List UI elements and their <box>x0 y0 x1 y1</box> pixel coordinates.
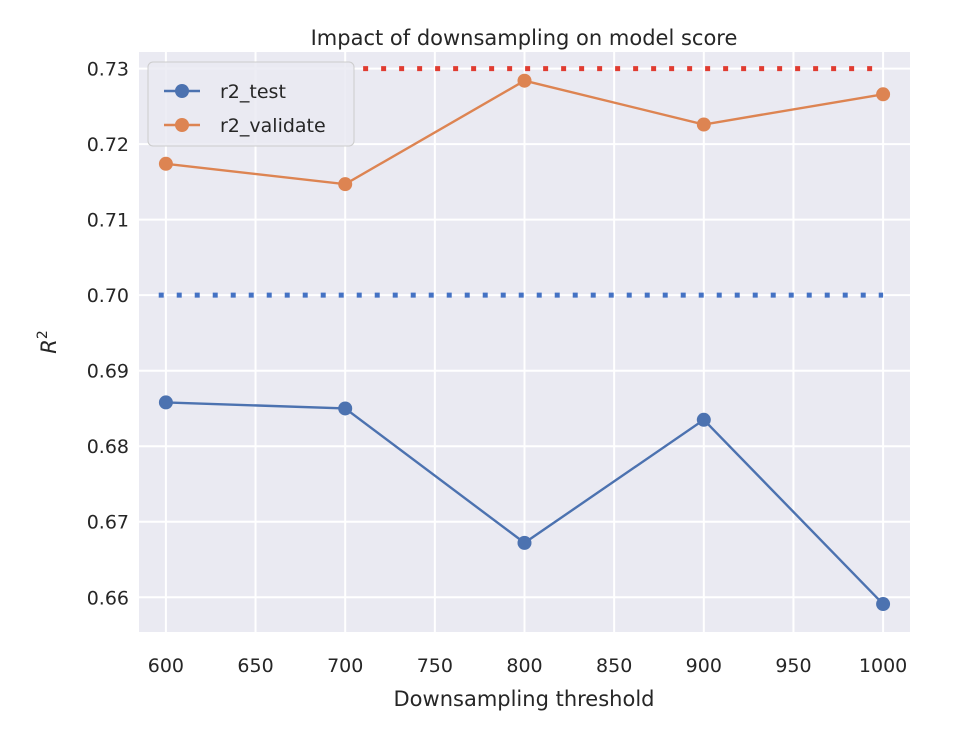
x-tick-label: 650 <box>237 655 273 677</box>
data-point <box>338 177 353 192</box>
x-tick-label: 850 <box>596 655 632 677</box>
x-tick-label: 800 <box>506 655 542 677</box>
x-tick-label: 700 <box>327 655 363 677</box>
legend-marker <box>175 118 189 132</box>
legend-label: r2_validate <box>220 115 326 137</box>
svg-text:R2: R2 <box>35 330 61 354</box>
y-tick-label: 0.71 <box>87 210 129 232</box>
reference-lines <box>158 66 884 298</box>
x-tick-labels: 600 650 700 750 800 850 900 950 1000 <box>148 655 908 677</box>
y-tick-label: 0.68 <box>87 436 129 458</box>
data-point <box>158 156 173 171</box>
data-point <box>517 535 532 550</box>
legend-label: r2_test <box>220 81 286 103</box>
y-tick-label: 0.70 <box>87 285 129 307</box>
series-r2_test <box>158 395 891 612</box>
y-tick-label: 0.69 <box>87 361 129 383</box>
x-tick-label: 750 <box>417 655 453 677</box>
y-tick-label: 0.73 <box>87 59 129 81</box>
y-tick-labels: 0.66 0.67 0.68 0.69 0.70 0.71 0.72 0.73 <box>87 59 129 610</box>
legend: r2_test r2_validate <box>147 61 355 147</box>
y-axis-title-superscript: 2 <box>35 330 51 339</box>
x-axis-title: Downsampling threshold <box>394 687 655 711</box>
y-axis-title: R2 <box>35 330 61 354</box>
data-point <box>158 395 173 410</box>
data-point <box>517 73 532 88</box>
x-tick-label: 600 <box>148 655 184 677</box>
legend-marker <box>175 84 189 98</box>
x-tick-label: 1000 <box>859 655 907 677</box>
x-gridlines <box>164 52 885 632</box>
x-tick-label: 950 <box>775 655 811 677</box>
data-point <box>876 597 891 612</box>
chart-title: Impact of downsampling on model score <box>311 26 738 50</box>
y-tick-label: 0.67 <box>87 512 129 534</box>
series-r2_validate <box>158 73 891 192</box>
y-tick-label: 0.66 <box>87 587 129 609</box>
data-point <box>696 412 711 427</box>
data-point <box>338 401 353 416</box>
y-tick-label: 0.72 <box>87 134 129 156</box>
y-axis-title-base: R <box>37 339 61 354</box>
data-point <box>876 87 891 102</box>
series-layer <box>158 73 891 612</box>
data-point <box>696 117 711 132</box>
x-tick-label: 900 <box>686 655 722 677</box>
